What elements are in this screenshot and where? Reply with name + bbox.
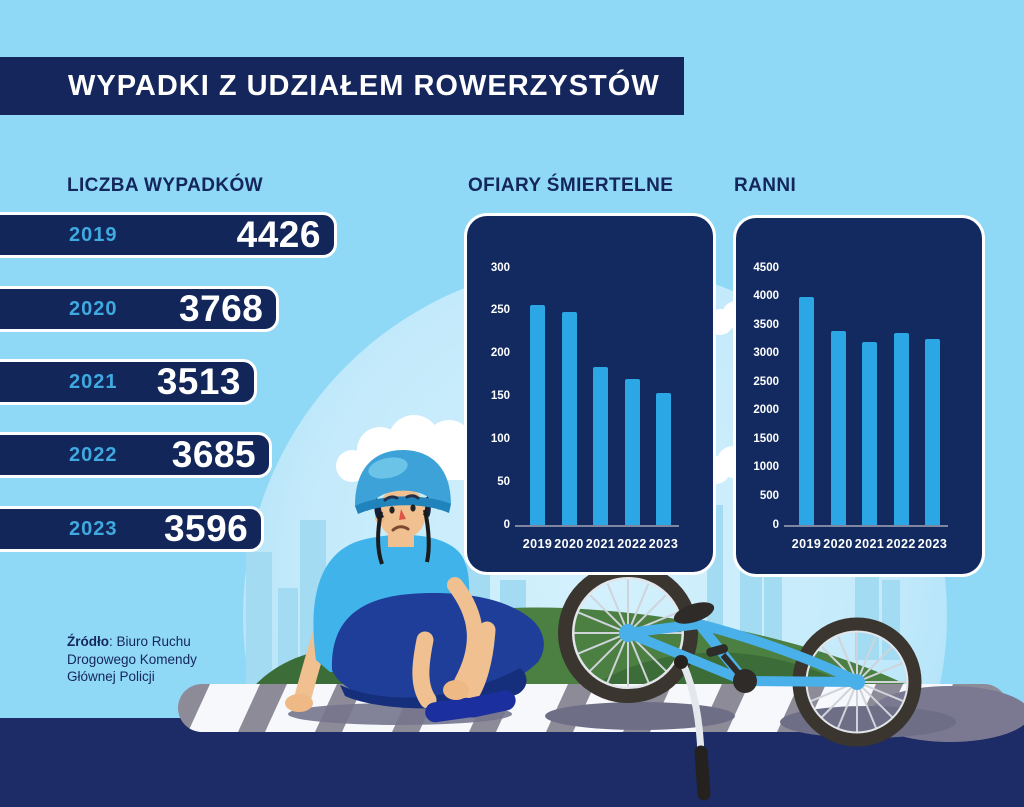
bicycle-seat (673, 602, 715, 624)
deaths-x-tick-2021: 2021 (585, 537, 616, 551)
fallen-cyclist-illustration (285, 450, 544, 723)
y-axis-tick-3500: 3500 (753, 318, 779, 331)
deaths-x-tick-2019: 2019 (522, 537, 553, 551)
y-axis-tick-300: 300 (490, 261, 510, 274)
injured-bar-2022 (893, 332, 909, 525)
y-axis-tick-0: 0 (503, 518, 510, 531)
injured-x-tick-2019: 2019 (791, 537, 822, 551)
deaths-bar-2020 (561, 311, 577, 525)
y-axis-tick-200: 200 (490, 347, 510, 360)
y-axis-tick-4500: 4500 (753, 261, 779, 274)
injured-bar-2023 (925, 338, 940, 525)
cyclist-shoe (462, 690, 516, 718)
bike-helmet-icon (355, 450, 451, 565)
bicycle-pedal-arm (720, 653, 748, 683)
deaths-x-tick-2022: 2022 (617, 537, 647, 551)
source-text: : Biuro Ruchu Drogowego Komendy Głównej … (67, 634, 197, 684)
source-note: Źródło: Biuro Ruchu Drogowego Komendy Gł… (67, 633, 229, 686)
cyclist-shorts (331, 593, 544, 703)
bike-shadow-rear (545, 702, 735, 730)
deaths-bar-2023 (656, 393, 671, 525)
y-axis-tick-1000: 1000 (753, 461, 779, 474)
page-title: WYPADKI Z UDZIAŁEM ROWERZYSTÓW (68, 69, 660, 102)
y-axis-tick-2500: 2500 (753, 375, 779, 388)
y-axis-tick-1500: 1500 (753, 432, 779, 445)
y-axis-tick-50: 50 (497, 475, 510, 488)
injured-bar-2020 (830, 330, 846, 525)
deaths-chart-card: 0 50 100 150 200 250 300 2019 2020 2021 2022 2023 (467, 216, 713, 572)
bicycle-handlebar (674, 655, 711, 801)
deaths-bar-2019 (530, 304, 545, 525)
cyclist-face (383, 494, 420, 532)
deaths-x-tick-2020: 2020 (554, 537, 584, 551)
y-axis-tick-2000: 2000 (753, 404, 779, 417)
injured-x-tick-2021: 2021 (854, 537, 885, 551)
injured-section-heading: RANNI (734, 175, 797, 196)
y-axis-tick-500: 500 (759, 489, 779, 502)
injured-bar-2019 (799, 296, 814, 525)
injured-x-tick-2022: 2022 (886, 537, 916, 551)
injured-x-tick-2020: 2020 (823, 537, 853, 551)
injured-bar-2021 (862, 342, 877, 525)
source-label: Źródło (67, 634, 109, 649)
x-axis-line (784, 525, 948, 527)
bicycle-pedal (706, 644, 729, 657)
injured-chart-card: 0 500 1000 1500 2000 2500 3000 3500 4000 4500 2019… (736, 218, 982, 574)
deaths-x-tick-2023: 2023 (648, 537, 679, 551)
accidents-section-heading: LICZBA WYPADKÓW (67, 175, 263, 196)
y-axis-tick-100: 100 (490, 432, 510, 445)
x-axis-line (515, 525, 679, 527)
y-axis-tick-150: 150 (490, 390, 510, 402)
y-axis-tick-4000: 4000 (753, 290, 779, 303)
y-axis-tick-250: 250 (490, 304, 510, 317)
deaths-bar-2022 (624, 379, 640, 525)
injured-x-tick-2023: 2023 (917, 537, 948, 551)
y-axis-tick-0: 0 (772, 518, 779, 531)
y-axis-tick-3000: 3000 (753, 347, 779, 360)
deaths-section-heading: OFIARY ŚMIERTELNE (468, 175, 674, 196)
title-bar: WYPADKI Z UDZIAŁEM ROWERZYSTÓW (0, 57, 684, 115)
deaths-bar-2021 (593, 366, 608, 525)
